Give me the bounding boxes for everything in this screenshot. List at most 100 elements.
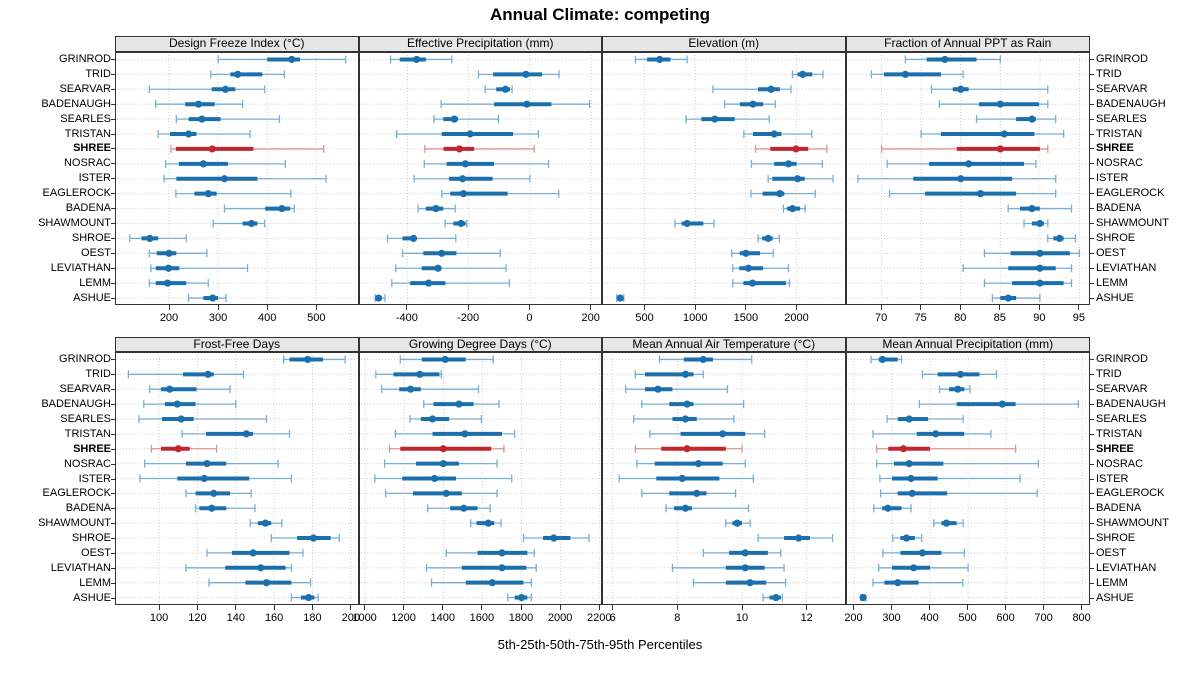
row-tick-left <box>111 463 115 465</box>
series-tristan <box>181 429 291 438</box>
x-tick-label: 10 <box>735 612 749 624</box>
x-tick <box>1005 605 1007 610</box>
x-tick-label: 120 <box>188 612 207 624</box>
x-tick <box>852 605 854 610</box>
site-label-badenaugh: BADENAUGH <box>1096 97 1166 110</box>
site-label-nosrac: NOSRAC <box>63 457 111 470</box>
series-ister <box>412 174 531 183</box>
series-badenaugh <box>439 99 590 108</box>
series-searvar <box>624 385 729 394</box>
series-shree <box>423 144 535 153</box>
series-grinrod <box>658 355 753 364</box>
x-tick <box>520 605 522 610</box>
row-tick-left <box>111 252 115 254</box>
series-badenaugh <box>918 400 1079 409</box>
series-nosrac <box>383 459 498 468</box>
x-tick <box>694 305 696 310</box>
series-shree <box>875 444 1016 453</box>
panel-body <box>358 51 602 305</box>
site-label-trid: TRID <box>85 67 111 80</box>
series-searvar <box>380 385 479 394</box>
x-tick <box>929 605 931 610</box>
x-tick-label: 300 <box>882 612 901 624</box>
panel-strip: Growing Degree Days (°C) <box>358 337 602 352</box>
series-badena <box>665 504 750 513</box>
site-label-searles: SEARLES <box>1096 112 1147 125</box>
series-searles <box>975 114 1056 123</box>
panel-canvas <box>847 352 1088 605</box>
series-shawmount <box>469 519 502 528</box>
series-badena <box>872 504 912 513</box>
panel-body <box>358 352 602 605</box>
series-leviathan <box>185 563 293 572</box>
series-eaglerock <box>440 189 559 198</box>
site-label-shawmount: SHAWMOUNT <box>38 216 111 229</box>
series-badena <box>416 204 456 213</box>
site-label-tristan: TRISTAN <box>64 127 111 140</box>
row-tick-left <box>111 597 115 599</box>
series-ashue <box>374 293 386 302</box>
site-label-ister: ISTER <box>1096 472 1129 485</box>
series-shroe <box>386 233 456 242</box>
row-tick-right <box>1090 463 1094 465</box>
series-badena <box>223 204 295 213</box>
x-tick-label: 6 <box>609 612 616 624</box>
series-eaglerock <box>185 489 252 498</box>
row-tick-right <box>1090 222 1094 224</box>
series-badena <box>194 504 256 513</box>
site-label-grinrod: GRINROD <box>59 353 111 366</box>
x-tick-label: 500 <box>958 612 977 624</box>
row-tick-right <box>1090 148 1094 150</box>
series-ister <box>878 474 1021 483</box>
row-tick-right <box>1090 523 1094 525</box>
series-tristan <box>743 129 813 138</box>
site-label-grinrod: GRINROD <box>59 52 111 65</box>
series-oest <box>983 248 1080 257</box>
x-tick-label: 1200 <box>391 612 416 624</box>
series-ashue <box>506 593 532 602</box>
series-tristan <box>920 129 1064 138</box>
x-tick <box>481 605 483 610</box>
x-tick <box>403 605 405 610</box>
x-tick <box>745 305 747 310</box>
row-tick-left <box>111 389 115 391</box>
row-tick-left <box>111 567 115 569</box>
series-lemm <box>732 278 791 287</box>
x-tick <box>891 605 892 610</box>
series-ister <box>618 474 754 483</box>
x-tick <box>168 305 170 310</box>
panel-body <box>115 51 359 305</box>
x-axis-elevation-m-: 500 1000 1500 2000 <box>602 305 846 331</box>
x-tick-label: 1000 <box>682 312 708 324</box>
row-tick-right <box>1090 73 1094 75</box>
series-lemm <box>430 578 532 587</box>
series-shawmount <box>1022 218 1048 227</box>
x-tick-label: 1800 <box>508 612 534 624</box>
series-ister <box>856 174 1056 183</box>
site-label-badena: BADENA <box>65 202 111 215</box>
series-oest <box>148 248 208 257</box>
x-tick-label: -400 <box>395 312 418 324</box>
site-label-searles: SEARLES <box>60 112 111 125</box>
x-tick-label: 500 <box>307 312 326 324</box>
series-shroe <box>891 534 922 543</box>
site-label-oest: OEST <box>1096 246 1126 259</box>
series-oest <box>702 548 782 557</box>
x-tick <box>598 605 600 610</box>
site-label-shawmount: SHAWMOUNT <box>1096 216 1169 229</box>
x-axis-effective-precipitation-mm-: -400 -200 0 200 <box>359 305 603 331</box>
panel-strip: Elevation (m) <box>602 36 846 52</box>
row-tick-right <box>1090 193 1094 195</box>
series-badena <box>782 204 806 213</box>
row-tick-right <box>1090 103 1094 105</box>
x-tick <box>442 605 444 610</box>
series-badenaugh <box>723 99 776 108</box>
series-searles <box>175 114 281 123</box>
panel-body <box>115 352 359 605</box>
site-label-ashue: ASHUE <box>1096 291 1134 304</box>
x-tick-label: 1400 <box>430 612 456 624</box>
x-tick <box>644 305 646 310</box>
series-ister <box>373 474 512 483</box>
series-shawmount <box>674 218 715 227</box>
series-badenaugh <box>641 400 745 409</box>
